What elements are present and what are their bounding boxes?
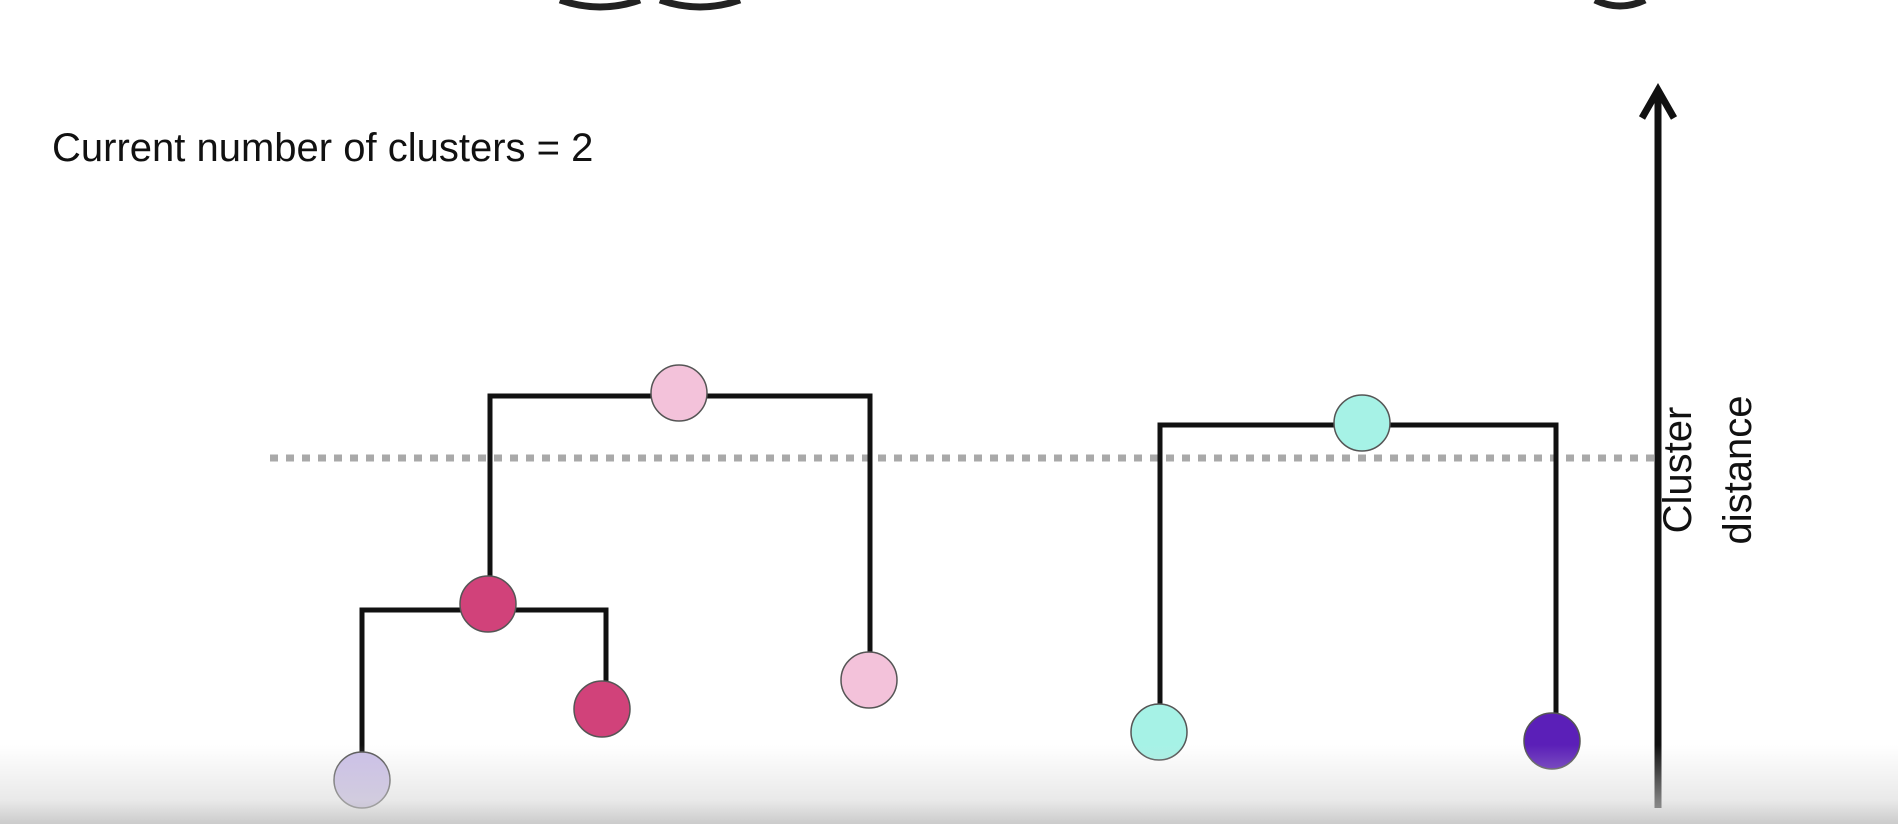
axis-label-line2: distance — [1716, 395, 1760, 545]
leaf-node-magenta — [573, 680, 631, 738]
axis-arrow-icon — [1638, 82, 1678, 120]
merge-node-left-top — [650, 364, 708, 422]
leaf-node-lavender — [333, 751, 391, 809]
cluster-distance-label: Cluster distance — [1648, 396, 1768, 545]
leaf-node-pink — [840, 651, 898, 709]
link-right-top — [1157, 422, 1559, 718]
leaf-node-purple — [1523, 712, 1581, 770]
axis-label-line1: Cluster — [1656, 406, 1700, 534]
leaf-node-aqua — [1130, 703, 1188, 761]
cluster-count-caption: Current number of clusters = 2 — [52, 126, 594, 170]
merge-node-right-top — [1333, 394, 1391, 452]
merge-node-left-inner — [459, 575, 517, 633]
link-left-top — [487, 393, 873, 652]
